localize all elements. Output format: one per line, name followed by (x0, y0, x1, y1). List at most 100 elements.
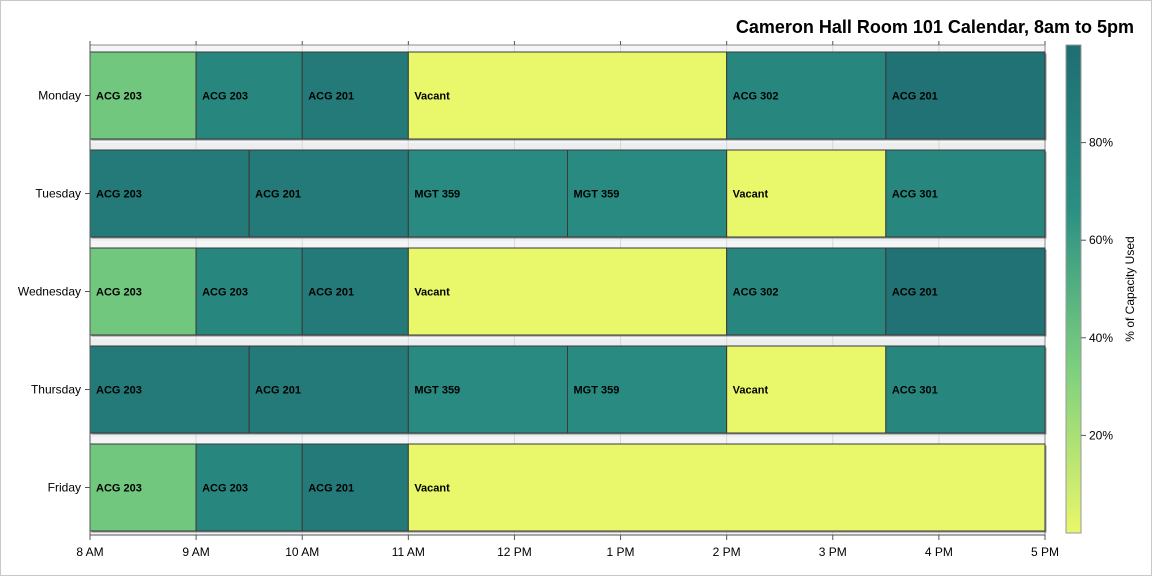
event-bar[interactable]: Vacant (407, 51, 729, 141)
event-label: ACG 201 (892, 91, 938, 103)
event-bar[interactable]: ACG 203 (89, 443, 198, 533)
x-tick-label: 2 PM (713, 545, 741, 559)
x-tick-label: 4 PM (925, 545, 953, 559)
event-bar-rect[interactable] (885, 149, 1046, 238)
y-tick-label: Monday (38, 89, 81, 103)
event-bar[interactable]: ACG 201 (885, 51, 1047, 141)
event-bar-rect[interactable] (885, 345, 1046, 434)
event-bar[interactable]: Vacant (726, 149, 888, 239)
event-bar-rect[interactable] (89, 443, 197, 532)
colorbar-title: % of Capacity Used (1123, 236, 1137, 341)
colorbar-tick-label: 20% (1089, 428, 1113, 442)
event-label: MGT 359 (574, 385, 620, 397)
event-label: Vacant (733, 385, 769, 397)
event-bar-rect[interactable] (89, 51, 197, 140)
event-bar-rect[interactable] (89, 247, 197, 336)
event-bar-rect[interactable] (407, 149, 569, 238)
event-label: ACG 201 (308, 483, 354, 495)
event-bar[interactable]: ACG 302 (726, 51, 888, 141)
event-label: ACG 201 (308, 287, 354, 299)
x-tick-label: 5 PM (1031, 545, 1059, 559)
event-bar-rect[interactable] (195, 443, 303, 532)
x-tick-label: 9 AM (182, 545, 209, 559)
event-bar[interactable]: ACG 302 (726, 247, 888, 337)
event-label: ACG 201 (255, 385, 301, 397)
event-bar-rect[interactable] (726, 51, 887, 140)
y-tick-label: Thursday (31, 383, 81, 397)
event-label: ACG 301 (892, 385, 938, 397)
x-tick-label: 3 PM (819, 545, 847, 559)
event-bar[interactable]: ACG 203 (195, 51, 304, 141)
y-tick-label: Wednesday (18, 285, 81, 299)
event-bar[interactable]: ACG 203 (89, 149, 251, 239)
event-bar-rect[interactable] (301, 51, 409, 140)
event-bar-rect[interactable] (248, 345, 409, 434)
event-label: MGT 359 (574, 189, 620, 201)
event-bar-rect[interactable] (407, 443, 1046, 532)
event-bar[interactable]: ACG 201 (301, 443, 410, 533)
event-label: ACG 203 (202, 91, 248, 103)
event-label: ACG 302 (733, 287, 779, 299)
event-label: ACG 203 (96, 189, 142, 201)
event-label: ACG 203 (96, 91, 142, 103)
event-bar-rect[interactable] (195, 247, 303, 336)
event-label: ACG 201 (308, 91, 354, 103)
event-bar[interactable]: ACG 203 (89, 345, 251, 435)
event-bar-rect[interactable] (89, 149, 250, 238)
event-label: MGT 359 (414, 385, 460, 397)
colorbar-legend: 20% 40% 60% 80% % of Capacity Used (1065, 44, 1137, 534)
event-bar[interactable]: ACG 203 (89, 247, 198, 337)
event-bar[interactable]: MGT 359 (567, 345, 729, 435)
event-bar[interactable]: ACG 203 (89, 51, 198, 141)
y-axis: Monday Tuesday Wednesday Thursday Friday (18, 45, 91, 535)
event-bar-rect[interactable] (885, 247, 1046, 336)
event-bar[interactable]: Vacant (726, 345, 888, 435)
event-bar[interactable]: ACG 203 (195, 247, 304, 337)
event-bar-rect[interactable] (726, 247, 887, 336)
event-label: ACG 203 (96, 385, 142, 397)
event-bar-rect[interactable] (407, 51, 728, 140)
y-tick-label: Tuesday (35, 187, 81, 201)
event-bar[interactable]: Vacant (407, 443, 1047, 533)
event-bar-rect[interactable] (407, 247, 728, 336)
event-label: ACG 201 (255, 189, 301, 201)
event-label: ACG 302 (733, 91, 779, 103)
event-label: ACG 203 (202, 287, 248, 299)
event-bar[interactable]: ACG 201 (301, 247, 410, 337)
event-bar[interactable]: ACG 301 (885, 345, 1047, 435)
event-bar-rect[interactable] (726, 345, 887, 434)
x-tick-label: 10 AM (285, 545, 319, 559)
event-bar[interactable]: MGT 359 (407, 149, 569, 239)
plot-area: ACG 203 ACG 203 ACG 201 Vacant ACG 302 ACG 20… (89, 44, 1047, 536)
x-tick-label: 1 PM (607, 545, 635, 559)
event-bar[interactable]: ACG 201 (248, 149, 410, 239)
event-label: MGT 359 (414, 189, 460, 201)
event-bar[interactable]: MGT 359 (407, 345, 569, 435)
event-label: Vacant (414, 287, 450, 299)
event-bar-rect[interactable] (248, 149, 409, 238)
x-tick-label: 8 AM (76, 545, 103, 559)
colorbar-tick-label: 40% (1089, 331, 1113, 345)
event-bar-rect[interactable] (301, 247, 409, 336)
event-bar[interactable]: MGT 359 (567, 149, 729, 239)
event-bar-rect[interactable] (567, 149, 728, 238)
event-bar[interactable]: ACG 201 (248, 345, 410, 435)
event-bar-rect[interactable] (195, 51, 303, 140)
event-bar-rect[interactable] (567, 345, 728, 434)
event-bar[interactable]: ACG 201 (885, 247, 1047, 337)
chart-title: Cameron Hall Room 101 Calendar, 8am to 5… (736, 17, 1134, 37)
event-label: ACG 301 (892, 189, 938, 201)
x-tick-label: 12 PM (497, 545, 532, 559)
event-bar[interactable]: ACG 301 (885, 149, 1047, 239)
event-bar-rect[interactable] (726, 149, 887, 238)
event-bar-rect[interactable] (885, 51, 1046, 140)
event-label: ACG 203 (96, 483, 142, 495)
event-bar[interactable]: Vacant (407, 247, 729, 337)
colorbar-tick-label: 80% (1089, 136, 1113, 150)
event-label: ACG 203 (202, 483, 248, 495)
event-bar[interactable]: ACG 201 (301, 51, 410, 141)
event-bar[interactable]: ACG 203 (195, 443, 304, 533)
event-bar-rect[interactable] (89, 345, 250, 434)
event-label: Vacant (414, 483, 450, 495)
